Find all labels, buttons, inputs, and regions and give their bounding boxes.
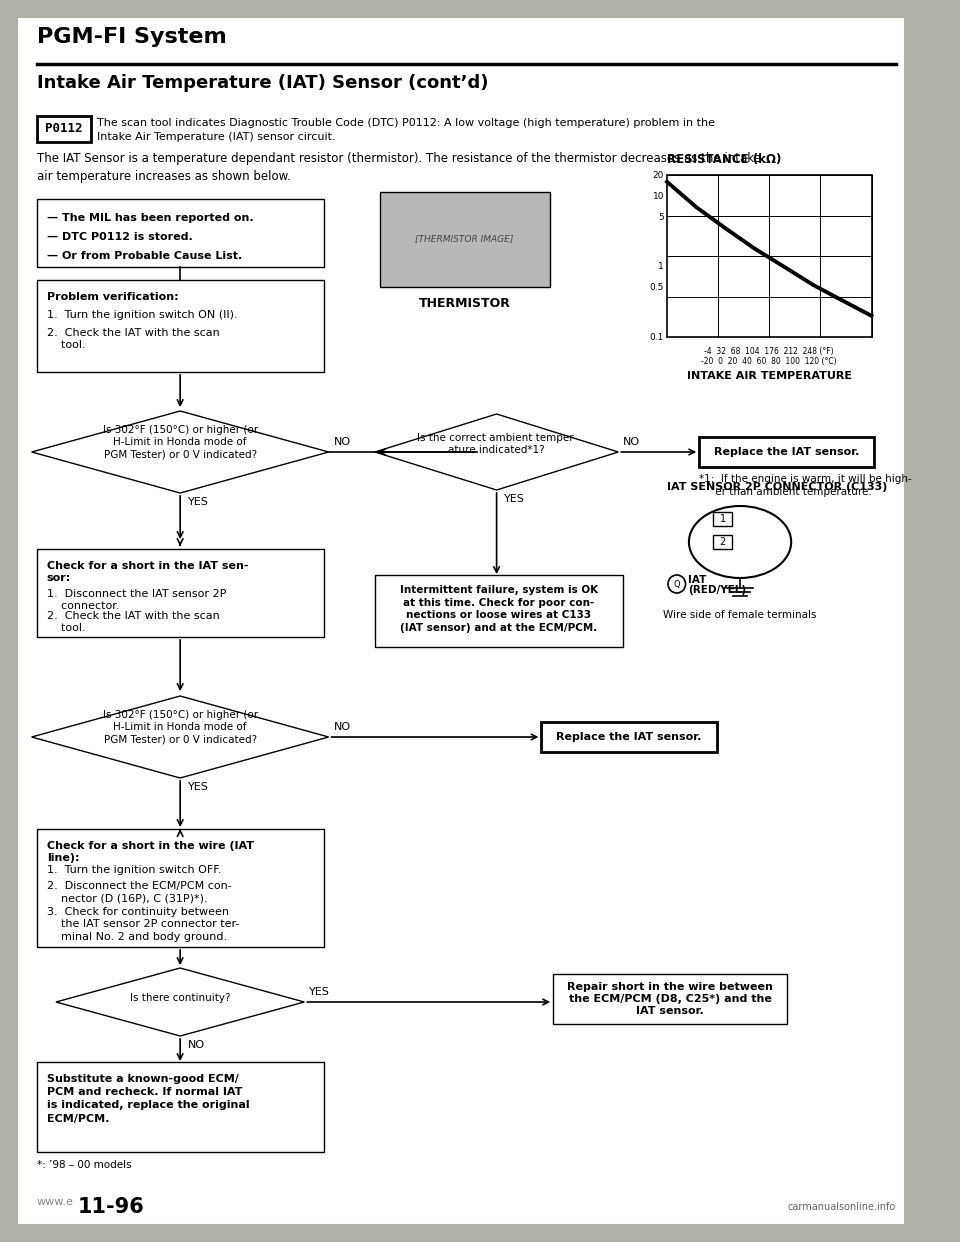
FancyBboxPatch shape: [712, 512, 732, 527]
Text: PGM-FI System: PGM-FI System: [37, 27, 227, 47]
Text: www.e: www.e: [37, 1197, 74, 1207]
Text: 1: 1: [659, 262, 664, 271]
FancyBboxPatch shape: [712, 535, 732, 549]
Text: Q: Q: [674, 580, 680, 589]
Circle shape: [668, 575, 685, 592]
Text: YES: YES: [188, 782, 209, 792]
Text: Check for a short in the wire (IAT
line):: Check for a short in the wire (IAT line)…: [47, 841, 253, 863]
Polygon shape: [32, 411, 328, 493]
Text: Check for a short in the IAT sen-
sor:: Check for a short in the IAT sen- sor:: [47, 561, 249, 584]
Text: 2.  Disconnect the ECM/PCM con-
    nector (D (16P), C (31P)*).: 2. Disconnect the ECM/PCM con- nector (D…: [47, 881, 231, 903]
Polygon shape: [375, 414, 618, 491]
Text: YES: YES: [504, 494, 525, 504]
Text: carmanualsonline.info: carmanualsonline.info: [787, 1202, 896, 1212]
Text: Is there continuity?: Is there continuity?: [130, 994, 230, 1004]
Text: -20  0  20  40  60  80  100  120 (°C): -20 0 20 40 60 80 100 120 (°C): [702, 356, 837, 366]
Text: 10: 10: [653, 191, 664, 201]
Text: Replace the IAT sensor.: Replace the IAT sensor.: [557, 732, 702, 741]
Text: Replace the IAT sensor.: Replace the IAT sensor.: [714, 447, 859, 457]
Text: Intermittent failure, system is OK
at this time. Check for poor con-
nections or: Intermittent failure, system is OK at th…: [400, 585, 598, 632]
FancyBboxPatch shape: [553, 974, 787, 1023]
Text: NO: NO: [623, 437, 640, 447]
FancyBboxPatch shape: [37, 1062, 324, 1153]
Text: 1.  Disconnect the IAT sensor 2P
    connector.: 1. Disconnect the IAT sensor 2P connecto…: [47, 589, 227, 611]
Polygon shape: [32, 696, 328, 777]
Text: P0112: P0112: [44, 123, 82, 135]
Text: Intake Air Temperature (IAT) Sensor (cont’d): Intake Air Temperature (IAT) Sensor (con…: [37, 75, 489, 92]
FancyBboxPatch shape: [37, 279, 324, 373]
Polygon shape: [56, 968, 304, 1036]
Text: YES: YES: [309, 987, 330, 997]
Text: NO: NO: [333, 722, 350, 732]
Text: — DTC P0112 is stored.: — DTC P0112 is stored.: [47, 232, 193, 242]
Ellipse shape: [689, 505, 791, 578]
Text: The IAT Sensor is a temperature dependant resistor (thermistor). The resistance : The IAT Sensor is a temperature dependan…: [37, 152, 761, 183]
FancyBboxPatch shape: [699, 437, 875, 467]
Text: — The MIL has been reported on.: — The MIL has been reported on.: [47, 212, 253, 224]
Text: Is 302°F (150°C) or higher (or
H-Limit in Honda mode of
PGM Tester) or 0 V indic: Is 302°F (150°C) or higher (or H-Limit i…: [103, 425, 257, 460]
Text: — Or from Probable Cause List.: — Or from Probable Cause List.: [47, 251, 242, 261]
Text: 1.  Turn the ignition switch ON (II).: 1. Turn the ignition switch ON (II).: [47, 310, 237, 320]
Text: IAT SENSOR 2P CONNECTOR (C133): IAT SENSOR 2P CONNECTOR (C133): [667, 482, 887, 492]
Text: Is the correct ambient temper-
ature indicated*1?: Is the correct ambient temper- ature ind…: [417, 432, 577, 456]
Text: *: ’98 – 00 models: *: ’98 – 00 models: [37, 1160, 132, 1170]
Text: 11-96: 11-96: [78, 1197, 145, 1217]
Text: NO: NO: [188, 1040, 205, 1049]
Text: 2.  Check the IAT with the scan
    tool.: 2. Check the IAT with the scan tool.: [47, 611, 220, 633]
Text: Is 302°F (150°C) or higher (or
H-Limit in Honda mode of
PGM Tester) or 0 V indic: Is 302°F (150°C) or higher (or H-Limit i…: [103, 709, 257, 744]
Text: 2.  Check the IAT with the scan
    tool.: 2. Check the IAT with the scan tool.: [47, 328, 220, 350]
Text: RESISTANCE (kΩ): RESISTANCE (kΩ): [667, 153, 781, 166]
Text: *1:  If the engine is warm, it will be high-
     er than ambient temperature.: *1: If the engine is warm, it will be hi…: [699, 474, 912, 497]
Text: Wire side of female terminals: Wire side of female terminals: [663, 610, 817, 620]
Text: 3.  Check for continuity between
    the IAT sensor 2P connector ter-
    minal : 3. Check for continuity between the IAT …: [47, 907, 239, 941]
Text: Problem verification:: Problem verification:: [47, 292, 179, 302]
FancyBboxPatch shape: [17, 17, 903, 1225]
Text: NO: NO: [333, 437, 350, 447]
FancyBboxPatch shape: [37, 828, 324, 946]
FancyBboxPatch shape: [375, 575, 623, 647]
Text: Substitute a known-good ECM/
PCM and recheck. If normal IAT
is indicated, replac: Substitute a known-good ECM/ PCM and rec…: [47, 1074, 250, 1124]
Text: 1.  Turn the ignition switch OFF.: 1. Turn the ignition switch OFF.: [47, 864, 221, 876]
FancyBboxPatch shape: [37, 199, 324, 267]
FancyBboxPatch shape: [667, 175, 872, 337]
Text: 0.1: 0.1: [650, 333, 664, 342]
Text: 2: 2: [719, 537, 726, 546]
Text: 5: 5: [659, 212, 664, 222]
Text: 1: 1: [719, 514, 726, 524]
Text: [THERMISTOR IMAGE]: [THERMISTOR IMAGE]: [416, 235, 514, 243]
FancyBboxPatch shape: [380, 193, 550, 287]
Text: YES: YES: [188, 497, 209, 507]
Text: THERMISTOR: THERMISTOR: [419, 297, 511, 310]
Text: The scan tool indicates Diagnostic Trouble Code (DTC) P0112: A low voltage (high: The scan tool indicates Diagnostic Troub…: [97, 118, 715, 142]
Text: IAT: IAT: [688, 575, 707, 585]
Text: 20: 20: [653, 170, 664, 180]
Text: 0.5: 0.5: [650, 283, 664, 292]
Text: INTAKE AIR TEMPERATURE: INTAKE AIR TEMPERATURE: [686, 371, 852, 381]
Text: Repair short in the wire between
the ECM/PCM (D8, C25*) and the
IAT sensor.: Repair short in the wire between the ECM…: [567, 981, 773, 1016]
Text: (RED/YEL): (RED/YEL): [688, 585, 747, 595]
FancyBboxPatch shape: [541, 722, 717, 751]
Text: -4  32  68  104  176  212  248 (°F): -4 32 68 104 176 212 248 (°F): [705, 347, 834, 356]
FancyBboxPatch shape: [37, 549, 324, 637]
FancyBboxPatch shape: [37, 116, 90, 142]
